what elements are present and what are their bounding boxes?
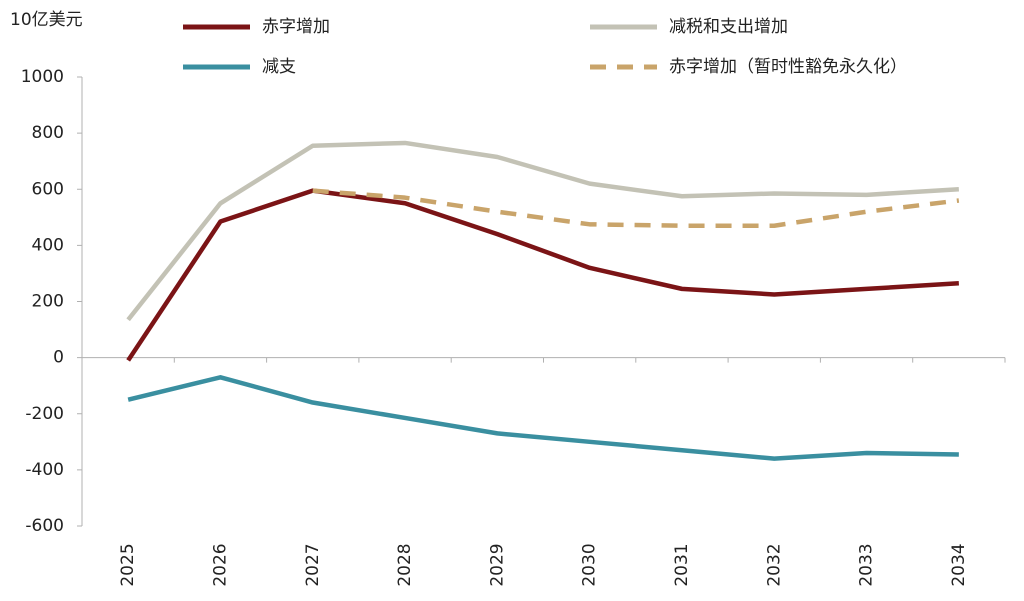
legend: 赤字增加 减税和支出增加 减支 赤字增加（暂时性豁免永久化）: [183, 17, 907, 77]
series-line: [126, 188, 959, 362]
x-tick-label: 2033: [857, 543, 877, 586]
x-tick-label: 2030: [580, 543, 600, 586]
x-tick-label: 2027: [303, 543, 323, 586]
x-tick-label: 2026: [210, 543, 230, 586]
x-tick-label: 2029: [487, 543, 507, 586]
x-tick-label: 2032: [764, 543, 784, 586]
y-tick-label: -200: [25, 404, 64, 424]
y-tick-label: 1000: [21, 67, 64, 87]
y-tick-label: 800: [32, 123, 64, 143]
x-tick-label: 2031: [672, 543, 692, 586]
series-line: [312, 188, 960, 228]
x-tick-label: 2028: [395, 543, 415, 586]
y-tick-label: 400: [32, 235, 64, 255]
y-tick-label: 0: [53, 348, 64, 368]
y-tick-label: -600: [25, 516, 64, 536]
legend-label: 赤字增加: [262, 17, 330, 37]
x-tick-label: 2034: [949, 543, 969, 586]
legend-label: 减支: [262, 57, 296, 77]
y-axis-label: 10亿美元: [10, 10, 83, 30]
legend-label: 减税和支出增加: [669, 17, 788, 37]
y-tick-label: 200: [32, 292, 64, 312]
legend-label: 赤字增加（暂时性豁免永久化）: [669, 57, 907, 77]
series-line: [127, 375, 959, 461]
series-line: [126, 140, 959, 322]
y-tick-label: -400: [25, 460, 64, 480]
x-tick-label: 2025: [118, 543, 138, 586]
y-tick-label: 600: [32, 179, 64, 199]
